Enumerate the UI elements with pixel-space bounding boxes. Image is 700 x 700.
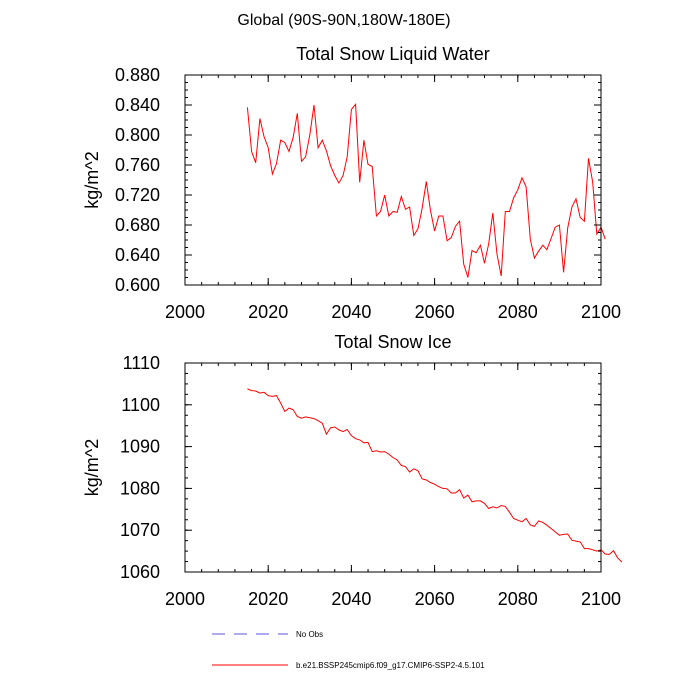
- y-tick-label-snow-ice: 1090: [120, 437, 160, 457]
- x-tick-label-snow-ice: 2100: [581, 589, 621, 609]
- panel-total-snow-ice: Total Snow Ice kg/m^2 2000 2020 2040 2060 2080…: [82, 332, 623, 609]
- x-tick-label-liquid-water: 2020: [248, 302, 288, 322]
- x-tick-label-liquid-water: 2000: [165, 302, 205, 322]
- x-tick-label-snow-ice: 2080: [498, 589, 538, 609]
- y-tick-label-liquid-water: 0.640: [115, 245, 160, 265]
- plot-frame-snow-ice: [184, 362, 602, 573]
- legend-label-model-run: b.e21.BSSP245cmip6.f09_g17.CMIP6-SSP2-4.…: [296, 661, 485, 670]
- legend: No Obs b.e21.BSSP245cmip6.f09_g17.CMIP6-…: [212, 630, 485, 670]
- y-tick-label-snow-ice: 1070: [120, 520, 160, 540]
- x-tick-label-snow-ice: 2040: [331, 589, 371, 609]
- x-tick-label-snow-ice: 2060: [415, 589, 455, 609]
- plot-frame-liquid-water: [184, 74, 602, 286]
- y-tick-label-liquid-water: 0.800: [115, 125, 160, 145]
- x-tick-label-snow-ice: 2000: [165, 589, 205, 609]
- x-tick-label-liquid-water: 2080: [498, 302, 538, 322]
- chart-title-liquid-water: Total Snow Liquid Water: [296, 44, 489, 64]
- x-tick-label-liquid-water: 2060: [415, 302, 455, 322]
- y-tick-label-liquid-water: 0.880: [115, 65, 160, 85]
- chart-title-snow-ice: Total Snow Ice: [334, 332, 451, 352]
- y-axis-label-liquid-water: kg/m^2: [82, 151, 102, 208]
- y-tick-label-snow-ice: 1080: [120, 478, 160, 498]
- series-line-liquid-water: [246, 102, 606, 278]
- x-tick-label-liquid-water: 2040: [331, 302, 371, 322]
- x-tick-label-liquid-water: 2100: [581, 302, 621, 322]
- panel-total-snow-liquid-water: Total Snow Liquid Water kg/m^2 2000 2020 204…: [82, 44, 621, 322]
- y-tick-label-liquid-water: 0.720: [115, 185, 160, 205]
- y-tick-label-liquid-water: 0.840: [115, 95, 160, 115]
- series-line-snow-ice: [247, 388, 623, 563]
- y-tick-label-snow-ice: 1060: [120, 562, 160, 582]
- legend-label-no-obs: No Obs: [296, 630, 323, 639]
- figure-title: Global (90S-90N,180W-180E): [237, 12, 450, 29]
- y-tick-label-snow-ice: 1110: [123, 353, 160, 373]
- y-tick-label-liquid-water: 0.680: [115, 215, 160, 235]
- y-axis-label-snow-ice: kg/m^2: [82, 439, 102, 496]
- x-tick-label-snow-ice: 2020: [248, 589, 288, 609]
- y-tick-label-snow-ice: 1100: [121, 395, 160, 415]
- y-tick-label-liquid-water: 0.760: [115, 155, 160, 175]
- y-tick-label-liquid-water: 0.600: [115, 275, 160, 295]
